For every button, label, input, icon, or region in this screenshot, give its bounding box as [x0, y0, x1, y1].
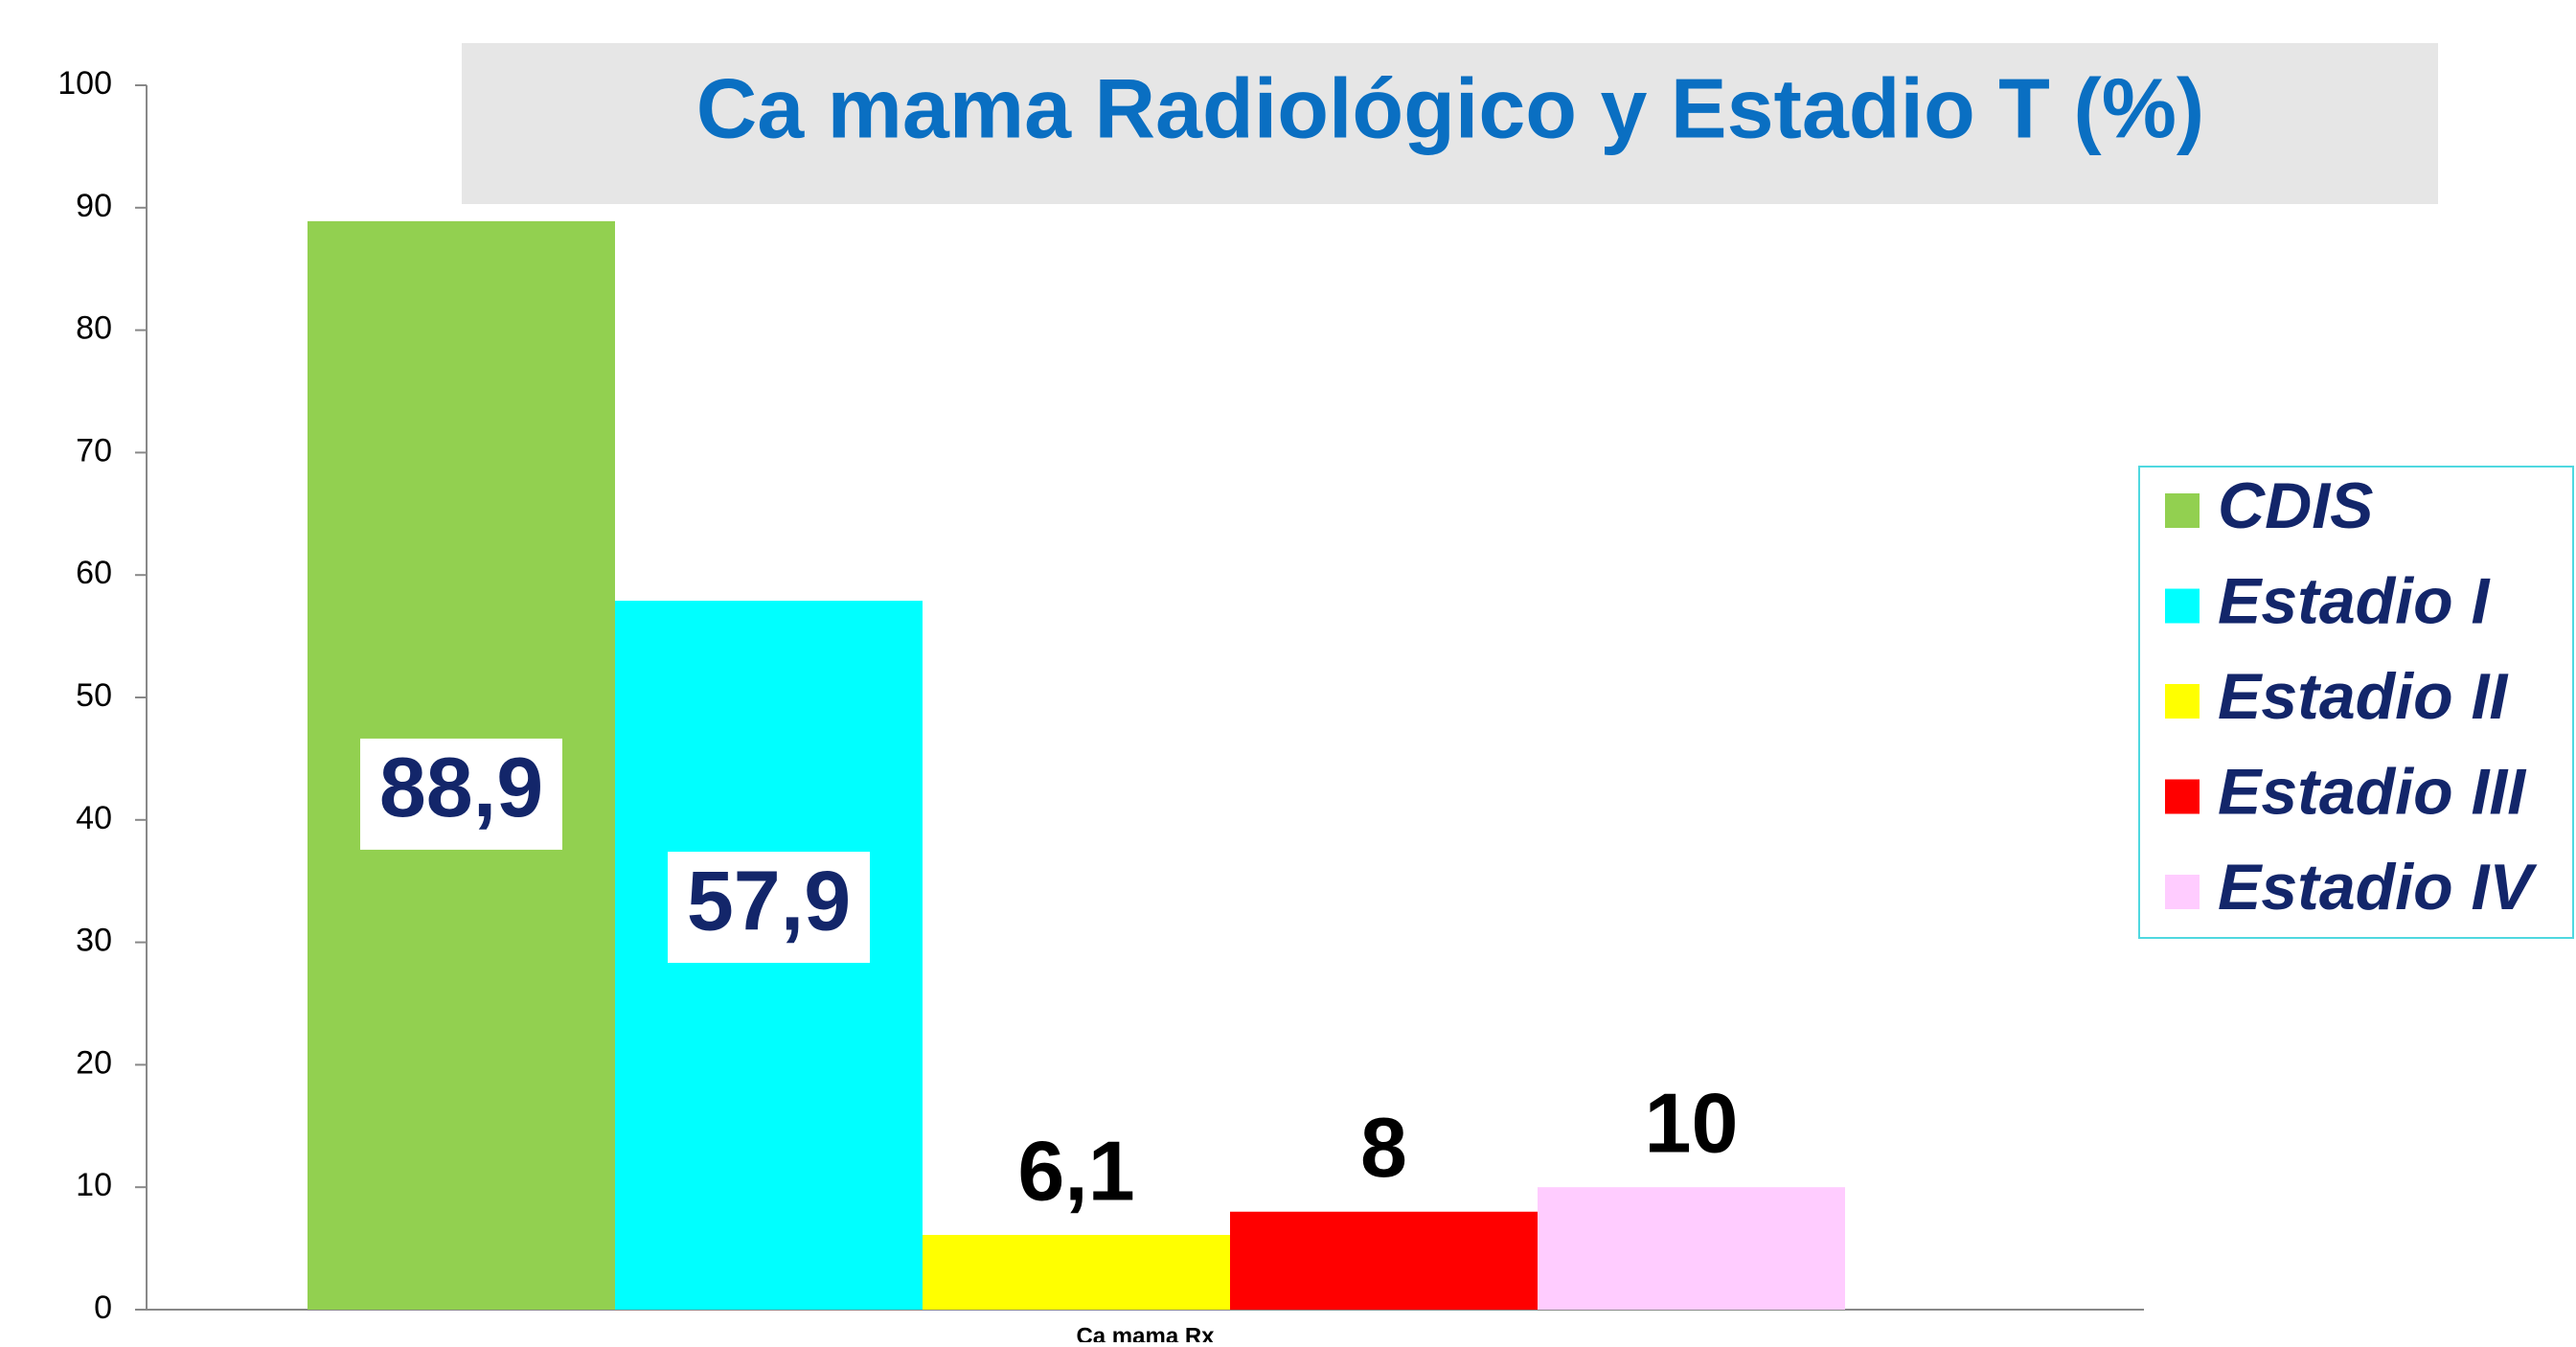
legend-label: CDIS	[2218, 469, 2373, 542]
y-tick-label: 40	[76, 800, 112, 836]
y-tick-label: 0	[94, 1290, 112, 1326]
value-label: 88,9	[379, 740, 543, 834]
y-tick-label: 60	[76, 555, 112, 591]
bar	[923, 1235, 1230, 1310]
title-box	[462, 43, 2438, 204]
value-label: 57,9	[687, 853, 851, 947]
y-tick-label: 10	[76, 1167, 112, 1203]
value-label-bg	[668, 852, 870, 964]
legend-swatch	[2165, 588, 2200, 624]
legend-label: Estadio IV	[2218, 851, 2538, 924]
y-tick-label: 90	[76, 188, 112, 224]
legend-label: Estadio I	[2218, 564, 2491, 637]
bar	[1230, 1211, 1538, 1310]
x-tick-label: Ca mama Rx	[1076, 1323, 1215, 1342]
legend-swatch	[2165, 875, 2200, 909]
legend-label: Estadio III	[2218, 755, 2527, 828]
bar	[1538, 1187, 1845, 1310]
legend-swatch	[2165, 493, 2200, 528]
legend-label: Estadio II	[2218, 660, 2509, 733]
legend-box	[2138, 466, 2574, 939]
value-label: 10	[1645, 1075, 1739, 1170]
y-tick-label: 80	[76, 310, 112, 347]
legend-swatch	[2165, 684, 2200, 719]
y-tick-label: 50	[76, 677, 112, 714]
y-tick-label: 30	[76, 923, 112, 959]
value-label-bg	[360, 738, 562, 850]
value-label: 8	[1360, 1100, 1407, 1195]
chart-title: Ca mama Radiológico y Estadio T (%)	[696, 60, 2205, 155]
y-tick-label: 100	[57, 65, 112, 102]
legend-swatch	[2165, 779, 2200, 814]
y-tick-label: 70	[76, 432, 112, 468]
y-tick-label: 20	[76, 1044, 112, 1081]
value-label: 6,1	[1017, 1123, 1134, 1218]
